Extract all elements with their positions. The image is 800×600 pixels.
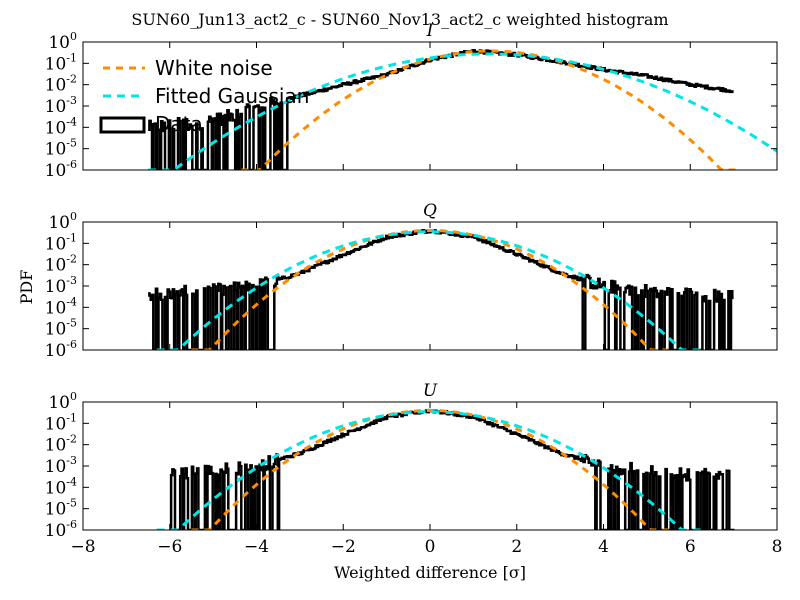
legend-label: Fitted Gaussian	[155, 84, 309, 108]
x-tick-label: −4	[244, 537, 269, 557]
y-tick-label: 10-5	[45, 497, 77, 520]
x-tick-label: 0	[425, 537, 436, 557]
y-axis-label: PDF	[17, 270, 36, 305]
legend-label: Data	[155, 112, 203, 136]
y-tick-label: 10-2	[45, 73, 77, 96]
x-tick-label: −8	[70, 537, 95, 557]
white-noise-curve	[191, 229, 669, 350]
y-tick-label: 100	[48, 30, 77, 53]
x-tick-label: 6	[685, 537, 696, 557]
panel-title: Q	[423, 201, 437, 221]
y-tick-label: 10-3	[45, 274, 77, 297]
y-tick-label: 10-3	[45, 94, 77, 117]
y-tick-label: 10-6	[45, 158, 77, 181]
x-tick-label: −6	[157, 537, 182, 557]
y-tick-label: 10-2	[45, 253, 77, 276]
y-tick-label: 10-5	[45, 137, 77, 160]
chart-title: SUN60_Jun13_act2_c - SUN60_Nov13_act2_c …	[131, 10, 668, 29]
white-noise-curve	[241, 49, 741, 170]
y-tick-label: 10-6	[45, 518, 77, 541]
panel-plot-area	[148, 229, 734, 350]
x-tick-label: −2	[331, 537, 356, 557]
data-series-line	[148, 229, 734, 350]
y-tick-label: 10-4	[45, 475, 77, 498]
y-tick-label: 100	[48, 210, 77, 233]
y-tick-label: 10-1	[45, 51, 77, 74]
data-series-line	[169, 408, 735, 530]
y-tick-label: 10-1	[45, 411, 77, 434]
x-tick-label: 4	[598, 537, 609, 557]
panel-title: U	[423, 381, 438, 401]
y-tick-label: 10-4	[45, 115, 77, 138]
panel-plot-area	[148, 49, 777, 170]
x-tick-label: 2	[511, 537, 522, 557]
y-tick-label: 10-5	[45, 317, 77, 340]
y-tick-label: 10-2	[45, 433, 77, 456]
x-axis-label: Weighted difference [σ]	[334, 563, 526, 582]
data-series-line	[148, 49, 734, 170]
x-tick-label: 8	[772, 537, 783, 557]
panel-title: I	[426, 21, 434, 41]
y-tick-label: 100	[48, 390, 77, 413]
y-tick-label: 10-6	[45, 338, 77, 361]
fitted-gaussian-curve	[148, 52, 777, 170]
legend: White noise Fitted Gaussian Data	[99, 56, 309, 136]
y-tick-label: 10-1	[45, 231, 77, 254]
white-noise-curve	[191, 409, 669, 530]
y-tick-label: 10-4	[45, 295, 77, 318]
y-tick-label: 10-3	[45, 454, 77, 477]
legend-label: White noise	[155, 56, 273, 80]
legend-swatch-data	[99, 116, 146, 134]
panel-plot-area	[156, 408, 735, 530]
